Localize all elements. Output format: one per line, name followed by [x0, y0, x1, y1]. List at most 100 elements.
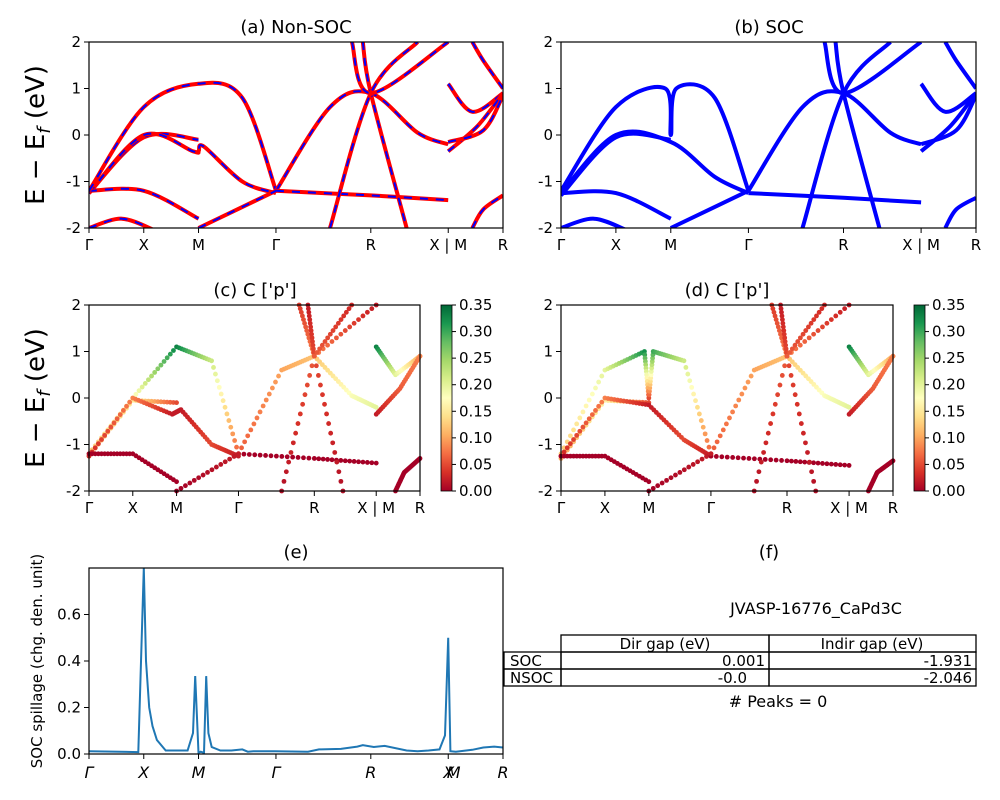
projection-point: [290, 454, 296, 460]
projection-point: [298, 309, 304, 315]
x-tick-label: X: [611, 236, 621, 254]
panel-f: (f) JVASP-16776_CaPd3C Dir gap (eV) Indi…: [503, 542, 977, 711]
projection-point: [809, 469, 815, 475]
projection-point: [341, 313, 347, 319]
projection-point: [263, 397, 269, 403]
projection-point: [807, 459, 812, 465]
panel-e-title: (e): [283, 542, 308, 563]
projection-point: [342, 328, 348, 333]
projection-point: [281, 478, 287, 484]
x-tick-label: X | M: [830, 499, 868, 517]
projection-point: [574, 432, 580, 438]
projection-point: [758, 459, 764, 465]
projection-point: [174, 479, 179, 485]
projection-point: [714, 439, 720, 445]
projection-point: [308, 328, 314, 333]
projection-point: [686, 464, 692, 470]
projection-point: [742, 385, 748, 391]
spillage-line: [89, 568, 503, 754]
projection-point: [338, 317, 344, 323]
projection-point: [248, 427, 254, 433]
projection-point: [673, 472, 678, 478]
x-tick-label: Γ: [707, 499, 716, 517]
band-line-soc-overlay: [275, 189, 449, 202]
projection-point: [735, 455, 741, 461]
projection-point: [334, 335, 339, 341]
projection-point: [687, 378, 693, 384]
projection-point: [347, 324, 353, 330]
projection-point: [685, 371, 691, 377]
projection-point: [599, 399, 605, 405]
projection-point: [571, 427, 576, 433]
band-line-soc-overlay: [447, 92, 503, 153]
projection-point: [815, 328, 821, 333]
y-tick-label: 1: [543, 80, 553, 98]
projection-point: [824, 461, 830, 467]
projection-point: [260, 403, 266, 409]
table-row-label-nsoc: NSOC: [510, 669, 553, 687]
colorbar-tick-label: 0.25: [932, 349, 965, 367]
projection-point: [297, 411, 303, 417]
projection-point: [308, 324, 314, 330]
projection-point: [304, 328, 310, 333]
band-line-soc: [800, 42, 892, 228]
y-tick-label: 2: [71, 33, 81, 51]
band-line-nsoc: [470, 42, 503, 90]
projection-point: [117, 412, 123, 418]
projection-point: [768, 457, 774, 463]
projection-point: [805, 450, 810, 455]
colorbar-tick-label: 0.15: [932, 402, 965, 420]
band-line-soc-overlay: [447, 83, 503, 113]
projection-point: [297, 306, 303, 312]
projection-point: [762, 457, 768, 462]
band-line-soc-overlay: [89, 187, 199, 220]
projection-point: [336, 469, 342, 475]
projection-point: [733, 403, 739, 409]
panel-b: (b) SOC -2 -1 0 1 2 Γ X M Γ R X | M R: [538, 17, 981, 254]
projection-point: [322, 339, 328, 344]
projection-point: [802, 459, 808, 465]
x-tick-label: M: [192, 763, 206, 782]
colorbar-tick-label: 0.20: [932, 376, 965, 394]
projection-point: [167, 351, 173, 357]
projection-point: [574, 421, 580, 427]
projection-point: [691, 391, 696, 397]
projection-point: [792, 342, 798, 348]
projection-point: [724, 454, 730, 460]
projection-point: [704, 438, 710, 443]
projection-point: [713, 454, 719, 459]
projection-point: [797, 459, 803, 465]
y-tick-label: 0.2: [57, 699, 81, 717]
panel-b-title: (b) SOC: [734, 17, 803, 38]
projection-point: [230, 431, 236, 437]
x-tick-label: Γ: [557, 499, 566, 517]
projection-point: [704, 454, 709, 459]
table-cell-nsoc-dir: -0.0: [718, 669, 747, 687]
projection-point: [730, 455, 736, 460]
projection-point: [356, 459, 361, 465]
projection-point: [224, 411, 230, 417]
y-tick-label: -1: [66, 436, 81, 454]
band-line-soc: [748, 191, 922, 205]
projection-point: [286, 459, 292, 465]
band-line-soc-overlay: [89, 81, 277, 192]
projection-point: [279, 454, 285, 459]
projection-point: [586, 416, 592, 422]
projection-point: [329, 339, 335, 344]
projection-point: [779, 373, 785, 378]
panel-e-plot-area: 0.00.20.40.6Γ X M Γ R XM R: [57, 567, 509, 782]
projection-point: [307, 317, 313, 323]
projection-point: [108, 424, 114, 430]
projection-point: [577, 428, 583, 434]
projection-point: [356, 317, 361, 323]
projection-point: [242, 439, 248, 445]
y-tick-label: -2: [538, 219, 553, 237]
projection-point: [332, 450, 338, 455]
colorbar-tick-label: 0.30: [932, 323, 965, 341]
projection-point: [245, 433, 251, 439]
colorbar-tick-label: 0.05: [932, 455, 965, 473]
projection-point: [833, 462, 839, 467]
projection-point: [800, 331, 806, 337]
x-tick-label: R: [309, 499, 319, 517]
projection-point: [796, 411, 802, 417]
